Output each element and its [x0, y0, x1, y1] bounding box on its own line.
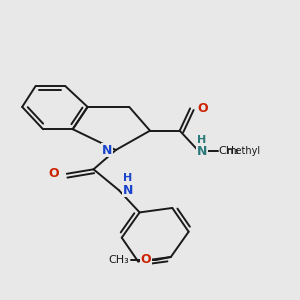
Text: N: N	[102, 143, 112, 157]
Text: H: H	[197, 135, 207, 145]
Text: O: O	[198, 102, 208, 115]
Text: methyl: methyl	[226, 146, 260, 157]
Text: CH₃: CH₃	[108, 255, 129, 265]
Text: O: O	[49, 167, 59, 180]
Text: CH₃: CH₃	[218, 146, 239, 157]
Text: H: H	[123, 173, 132, 183]
Text: O: O	[141, 254, 152, 266]
Text: N: N	[197, 145, 207, 158]
Text: N: N	[122, 184, 133, 196]
